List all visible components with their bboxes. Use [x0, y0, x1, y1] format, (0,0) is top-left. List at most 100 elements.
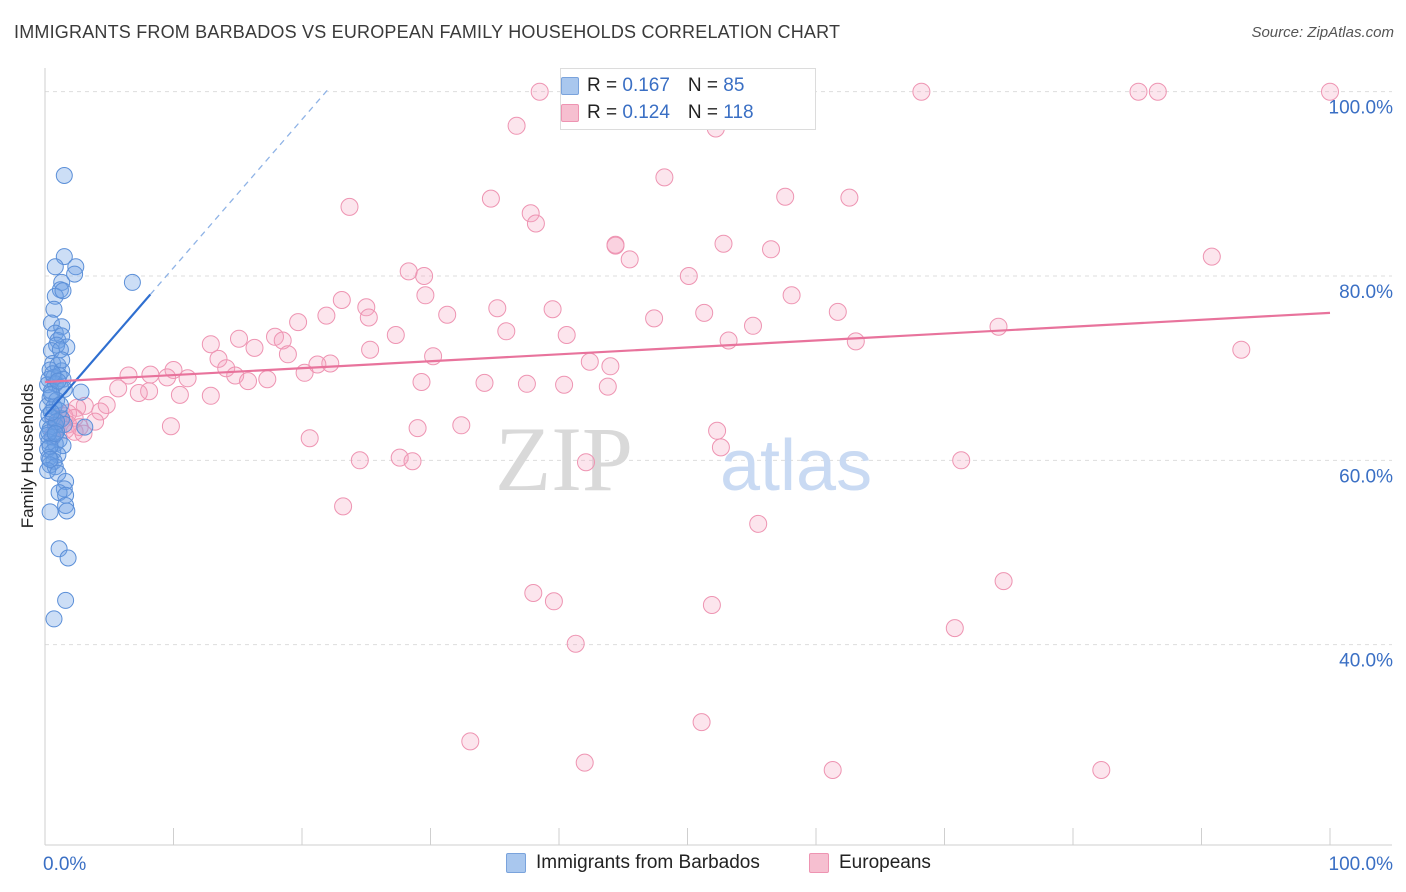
- legend-swatch-europeans: [809, 853, 829, 873]
- europeans-point: [543, 300, 562, 319]
- europeans-point: [744, 316, 762, 335]
- europeans-point: [695, 303, 714, 322]
- europeans-point: [530, 82, 549, 101]
- stats-legend-row-barbados: R = 0.167 N = 85: [561, 75, 744, 99]
- barbados-point: [41, 450, 59, 468]
- europeans-point: [289, 313, 308, 332]
- europeans-point: [129, 384, 148, 402]
- barbados-point: [42, 403, 60, 421]
- barbados-point: [46, 258, 64, 276]
- europeans-point: [708, 421, 727, 440]
- europeans-point: [350, 451, 369, 470]
- europeans-point: [782, 286, 801, 305]
- europeans-point: [278, 345, 297, 364]
- chart-title: IMMIGRANTS FROM BARBADOS VS EUROPEAN FAM…: [14, 22, 841, 42]
- europeans-point: [945, 619, 964, 638]
- barbados-point: [45, 610, 63, 628]
- europeans-point: [258, 370, 277, 389]
- europeans-point: [776, 187, 795, 206]
- europeans-point: [1129, 82, 1148, 101]
- barbados-point: [39, 462, 57, 479]
- europeans-point: [399, 262, 418, 281]
- europeans-trend-line: [44, 311, 1331, 384]
- barbados-point: [57, 497, 75, 514]
- europeans-point: [507, 116, 526, 135]
- barbados-point: [41, 438, 59, 455]
- europeans-point: [524, 584, 543, 602]
- legend-item-barbados[interactable]: Immigrants from Barbados: [506, 852, 760, 874]
- legend-label-europeans: Europeans: [839, 852, 931, 873]
- europeans-point: [332, 291, 351, 309]
- europeans-point: [300, 429, 319, 448]
- stats-swatch-europeans: [561, 104, 579, 122]
- europeans-points: [43, 82, 1339, 779]
- barbados-points: [39, 167, 141, 628]
- europeans-point: [386, 326, 405, 344]
- europeans-point: [415, 267, 434, 285]
- y-tick-label: 80.0%: [1339, 282, 1393, 303]
- europeans-point: [239, 372, 257, 391]
- europeans-point: [702, 596, 721, 614]
- barbados-point: [53, 327, 71, 345]
- europeans-point: [481, 189, 500, 208]
- europeans-point: [412, 373, 431, 391]
- europeans-point: [408, 419, 427, 438]
- barbados-point: [59, 549, 77, 567]
- europeans-point: [97, 396, 116, 414]
- stats-legend: R = 0.167 N = 85 R = 0.124 N = 118: [560, 68, 816, 130]
- europeans-point: [749, 514, 768, 533]
- stats-n-label: N =: [687, 102, 724, 123]
- source-credit: Source: ZipAtlas.com: [1251, 24, 1394, 41]
- europeans-point: [230, 329, 248, 348]
- europeans-point: [1148, 82, 1167, 101]
- europeans-point: [475, 373, 494, 392]
- stats-r-label: R =: [587, 102, 623, 123]
- europeans-point: [601, 357, 620, 376]
- europeans-point: [521, 204, 540, 223]
- europeans-point: [161, 417, 180, 436]
- stats-r-value: 0.124: [622, 102, 670, 123]
- barbados-trend-extension: [149, 89, 329, 295]
- europeans-point: [606, 236, 625, 255]
- europeans-point: [109, 379, 128, 398]
- barbados-point: [46, 425, 64, 443]
- axes-layer: [44, 68, 1392, 846]
- europeans-point: [526, 214, 545, 233]
- europeans-point: [438, 305, 457, 324]
- europeans-point: [317, 306, 336, 325]
- watermark-atlas: atlas: [720, 426, 872, 506]
- europeans-point: [952, 451, 971, 470]
- y-tick-label: 60.0%: [1339, 466, 1393, 487]
- europeans-point: [158, 368, 177, 387]
- europeans-point: [416, 286, 435, 305]
- barbados-point: [72, 383, 90, 401]
- watermark-zip: ZIP: [495, 408, 633, 510]
- europeans-point: [679, 267, 698, 285]
- stats-r-value: 0.167: [622, 75, 670, 96]
- europeans-point: [544, 592, 563, 611]
- barbados-point: [66, 265, 84, 283]
- europeans-point: [273, 331, 292, 350]
- barbados-point: [40, 424, 58, 442]
- europeans-point: [1232, 340, 1251, 359]
- europeans-point: [598, 377, 617, 396]
- europeans-point: [692, 713, 711, 732]
- grid-layer: [45, 91, 1392, 646]
- stats-legend-row-europeans: R = 0.124 N = 118: [561, 102, 754, 126]
- legend-item-europeans[interactable]: Europeans: [809, 852, 931, 874]
- europeans-point: [846, 332, 865, 351]
- europeans-point: [1092, 761, 1111, 779]
- europeans-point: [994, 572, 1013, 591]
- legend-label-barbados: Immigrants from Barbados: [536, 852, 760, 873]
- europeans-point: [828, 302, 847, 321]
- barbados-point: [67, 258, 85, 276]
- europeans-point: [209, 349, 228, 368]
- barbados-point: [50, 540, 68, 558]
- europeans-point: [201, 386, 220, 405]
- europeans-point: [555, 375, 574, 394]
- trend-lines: [44, 89, 1331, 417]
- europeans-point: [645, 309, 664, 328]
- barbados-point: [58, 502, 76, 520]
- x-tick-label: 0.0%: [43, 854, 86, 875]
